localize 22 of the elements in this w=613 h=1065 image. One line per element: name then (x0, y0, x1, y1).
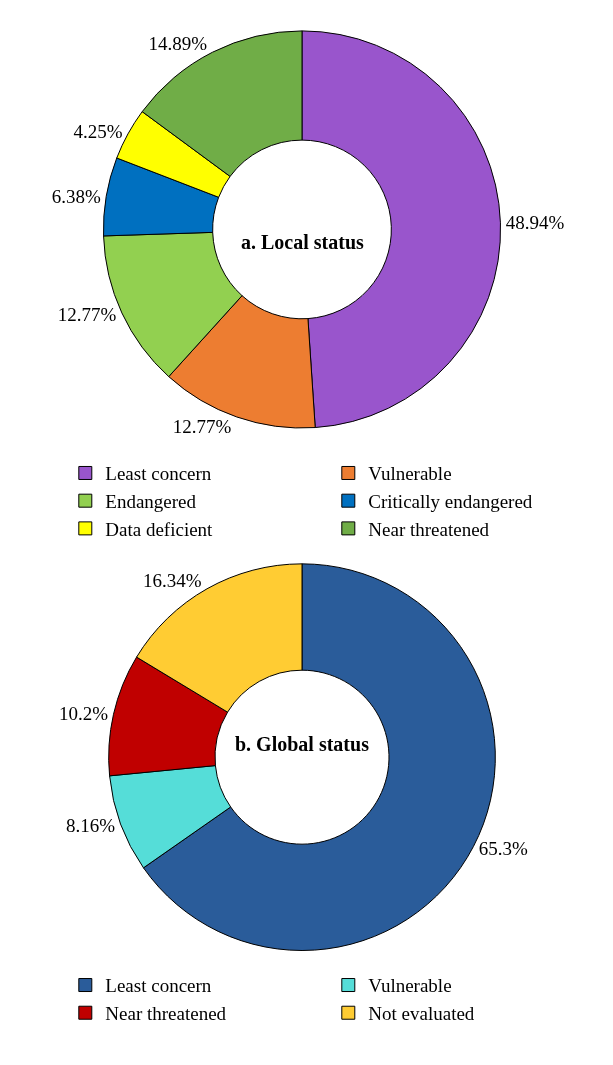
data-label: 4.25% (73, 121, 123, 143)
legend-label: Vulnerable (368, 975, 452, 997)
legend-label: Least concern (105, 975, 212, 997)
data-label: 14.89% (148, 33, 208, 55)
legend-label: Least concern (105, 463, 212, 485)
data-label: 65.3% (478, 838, 528, 860)
data-label: 16.34% (143, 570, 202, 592)
legend-label: Data deficient (105, 518, 214, 540)
data-label: 8.16% (66, 814, 116, 836)
text: a. Local status (241, 231, 364, 253)
text: b. Global status (235, 733, 370, 755)
data-label: 10.2% (58, 703, 109, 725)
legend-label: Near threatened (368, 518, 490, 540)
legend-label: Critically endangered (368, 491, 533, 513)
data-label: 48.94% (505, 212, 565, 234)
data-label: 12.77% (57, 304, 117, 326)
legend-label: Endangered (105, 491, 197, 513)
legend-label: Near threatened (105, 1003, 227, 1025)
data-label: 12.77% (172, 415, 232, 437)
legend-label: Not evaluated (368, 1003, 475, 1025)
data-label: 6.38% (51, 185, 101, 207)
legend-label: Vulnerable (368, 463, 452, 485)
